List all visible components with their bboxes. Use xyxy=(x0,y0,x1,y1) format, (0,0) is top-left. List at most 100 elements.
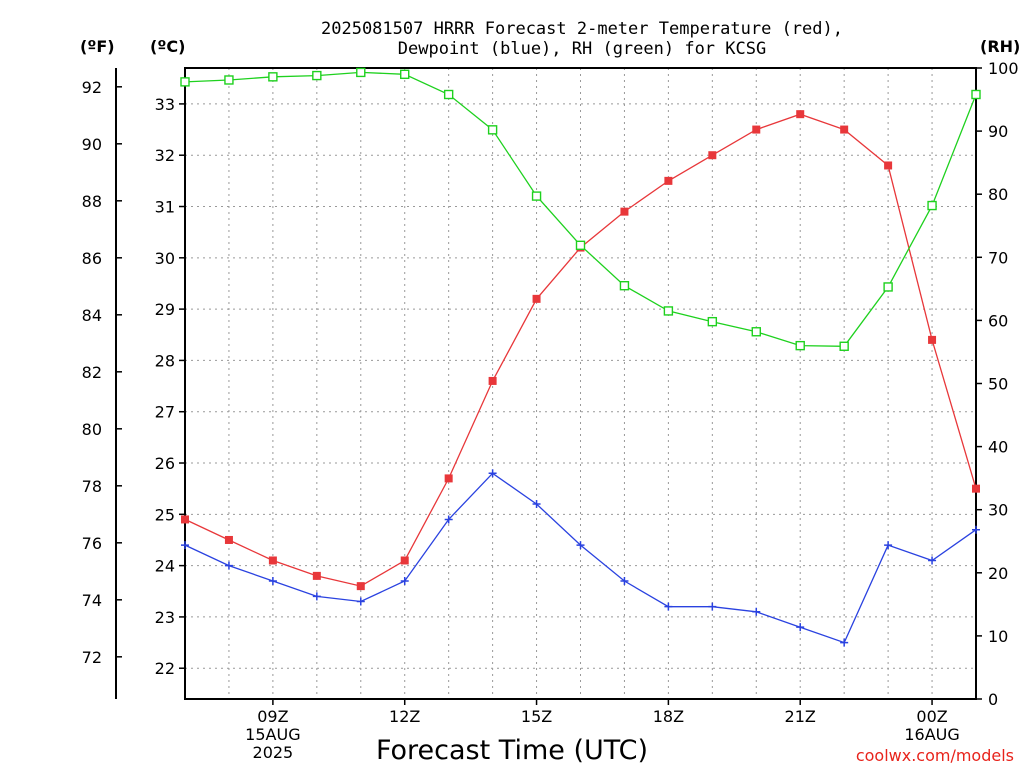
fahrenheit-tick-label: 74 xyxy=(82,591,102,610)
celsius-tick-label: 32 xyxy=(155,146,175,165)
rh-tick-label: 60 xyxy=(988,311,1008,330)
rh-data-point xyxy=(531,191,542,201)
dewpoint-data-point xyxy=(752,607,761,616)
fahrenheit-tick-label: 80 xyxy=(82,420,102,439)
rh-tick-label: 20 xyxy=(988,564,1008,583)
temperature-data-point xyxy=(181,515,189,524)
title-line-2: Dewpoint (blue), RH (green) for KCSG xyxy=(398,39,766,59)
celsius-tick-label: 30 xyxy=(155,249,175,268)
temperature-data-point xyxy=(312,571,321,580)
celsius-tick-label: 22 xyxy=(155,659,175,678)
title-line-1: 2025081507 HRRR Forecast 2-meter Tempera… xyxy=(321,19,843,39)
rh-data-point xyxy=(927,200,937,211)
dewpoint-data-point xyxy=(488,469,497,478)
temperature-data-point xyxy=(488,376,497,385)
x-tick-label: 2025 xyxy=(253,743,294,762)
dewpoint-data-point xyxy=(532,500,541,509)
rh-tick-label: 0 xyxy=(988,690,998,709)
rh-tick-label: 90 xyxy=(988,122,1008,141)
temperature-data-point xyxy=(972,484,980,493)
x-tick-label: 16AUG xyxy=(904,725,959,744)
rh-tick-label: 100 xyxy=(988,59,1019,78)
dewpoint-data-point xyxy=(181,541,189,550)
x-tick-label: 21Z xyxy=(785,707,816,726)
x-axis-title: Forecast Time (UTC) xyxy=(376,735,648,766)
celsius-tick-label: 26 xyxy=(155,454,175,473)
rh-data-point xyxy=(575,240,586,251)
rh-data-point xyxy=(443,89,454,100)
celsius-tick-label: 27 xyxy=(155,403,175,422)
dewpoint-data-point xyxy=(400,577,409,586)
fahrenheit-tick-label: 72 xyxy=(82,648,102,667)
rh-data-point xyxy=(663,306,674,316)
rh-data-point xyxy=(795,340,805,351)
rh-tick-label: 10 xyxy=(988,627,1008,646)
axes: 22 23 24 25 26 27 28 29 30 31 32 33 0 10 20 30 40 50 60 70 8… xyxy=(155,59,1019,762)
dewpoint-data-point xyxy=(620,577,629,586)
temperature-data-point xyxy=(840,125,849,134)
fahrenheit-tick-label: 84 xyxy=(82,306,102,325)
fahrenheit-tick-label: 92 xyxy=(82,78,102,97)
rh-data-point xyxy=(707,316,718,327)
temperature-data-point xyxy=(224,535,233,544)
dewpoint-data-point xyxy=(840,638,849,647)
fahrenheit-axis: 72 74 76 78 80 82 84 86 88 90 92 xyxy=(82,68,122,699)
temperature-data-point xyxy=(884,161,893,170)
temperature-data-point xyxy=(796,110,805,119)
celsius-tick-label: 29 xyxy=(155,300,175,319)
dewpoint-data-point xyxy=(664,602,673,611)
temperature-data-point xyxy=(928,335,937,344)
temperature-data-point xyxy=(620,207,629,216)
celsius-tick-label: 28 xyxy=(155,351,175,370)
rh-tick-label: 40 xyxy=(988,438,1008,457)
dewpoint-data-point xyxy=(576,541,585,550)
rh-tick-label: 50 xyxy=(988,375,1008,394)
temperature-data-point xyxy=(664,176,673,185)
rh-data-point xyxy=(487,125,498,135)
rh-tick-label: 80 xyxy=(988,185,1008,204)
rh-data-point xyxy=(883,282,893,292)
rh-data-point xyxy=(839,341,849,351)
dewpoint-data-point xyxy=(708,602,717,611)
credit-label: coolwx.com/models xyxy=(856,746,1014,765)
celsius-tick-label: 31 xyxy=(155,198,175,217)
dewpoint-data-point xyxy=(928,556,937,565)
dewpoint-data-point xyxy=(444,515,453,524)
fahrenheit-tick-label: 86 xyxy=(82,249,102,268)
fahrenheit-tick-label: 88 xyxy=(82,192,102,211)
temperature-data-point xyxy=(356,582,365,591)
rh-unit-label: (RH) xyxy=(980,37,1020,56)
chart-title: 2025081507 HRRR Forecast 2-meter Tempera… xyxy=(321,19,843,59)
dewpoint-data-point xyxy=(268,577,277,586)
dewpoint-data-point xyxy=(884,541,893,550)
dewpoint-data-point xyxy=(356,597,365,606)
rh-data-point xyxy=(224,75,234,85)
fahrenheit-tick-label: 76 xyxy=(82,534,102,553)
series-lines xyxy=(180,67,981,647)
temperature-data-point xyxy=(268,556,277,565)
dewpoint-data-point xyxy=(972,525,980,534)
dewpoint-data-point xyxy=(796,623,805,632)
fahrenheit-tick-label: 82 xyxy=(82,363,102,382)
temperature-data-point xyxy=(752,125,761,134)
celsius-tick-label: 24 xyxy=(155,557,175,576)
temperature-data-point xyxy=(444,474,453,483)
fahrenheit-unit-label: (ºF) xyxy=(80,37,115,56)
x-tick-label: 09Z xyxy=(257,707,288,726)
celsius-tick-label: 23 xyxy=(155,608,175,627)
rh-tick-label: 30 xyxy=(988,501,1008,520)
plot-frame xyxy=(184,67,977,700)
x-tick-label: 18Z xyxy=(653,707,684,726)
rh-data-point xyxy=(751,327,761,337)
rh-data-point xyxy=(971,89,981,100)
rh-data-point xyxy=(356,67,366,78)
temperature-data-point xyxy=(708,151,717,160)
rh-data-point xyxy=(268,72,278,82)
x-tick-label: 00Z xyxy=(916,707,947,726)
fahrenheit-tick-label: 78 xyxy=(82,477,102,496)
rh-series-line xyxy=(184,71,977,347)
gridlines xyxy=(185,68,976,699)
rh-data-point xyxy=(619,280,630,291)
fahrenheit-tick-label: 90 xyxy=(82,135,102,154)
